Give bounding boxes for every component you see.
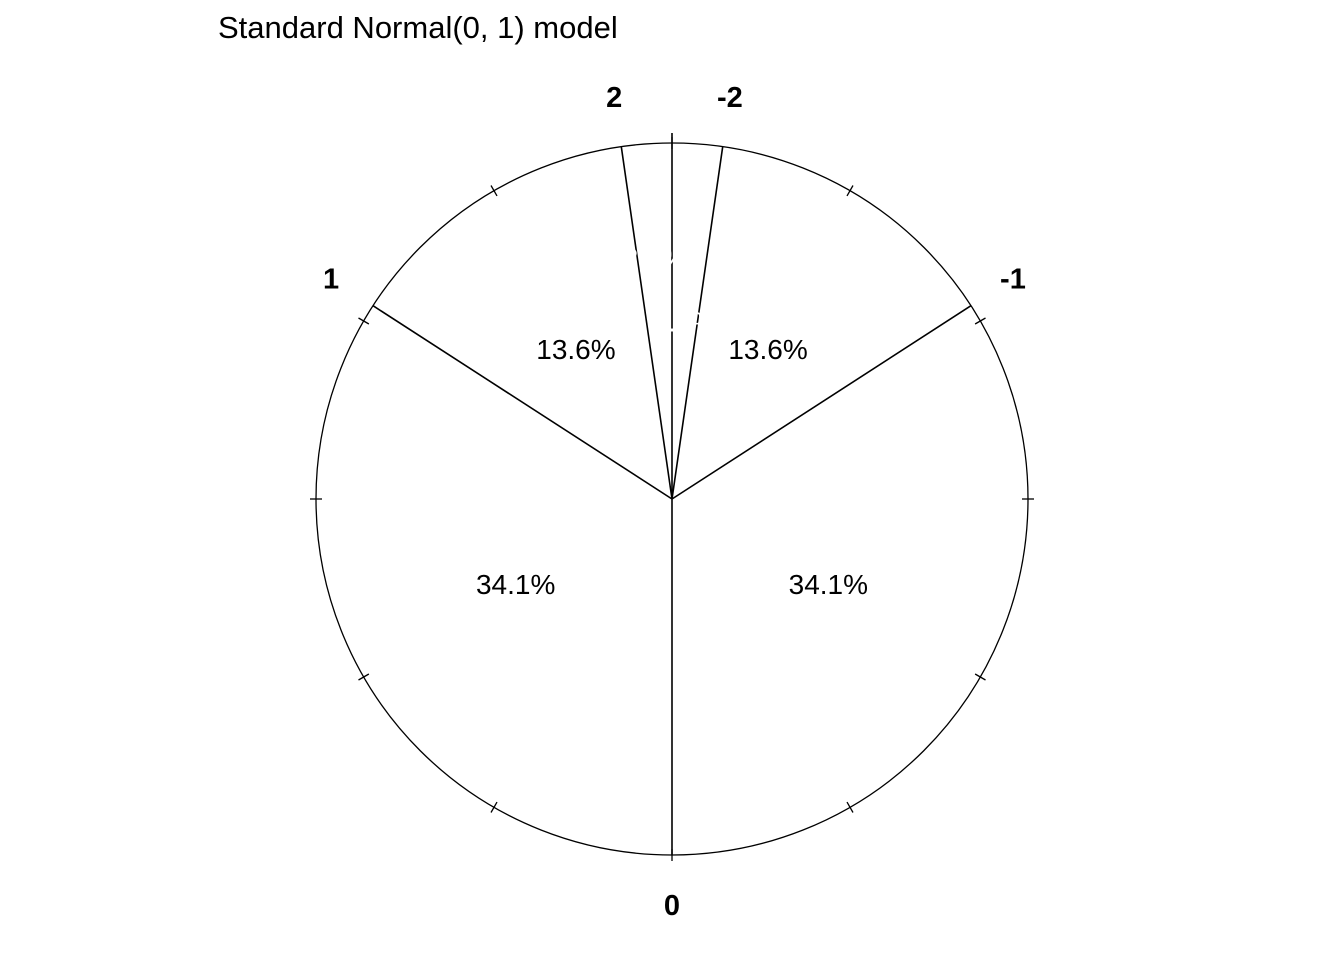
tick-mark — [358, 317, 370, 325]
boundary-label: -2 — [717, 82, 743, 114]
slice-label: 2.3% — [653, 306, 717, 337]
tick-mark — [490, 185, 498, 197]
boundary-line — [671, 305, 972, 500]
tick-mark — [974, 317, 986, 325]
boundary-line — [671, 146, 724, 500]
tick-mark — [974, 673, 986, 681]
tick-mark — [846, 185, 854, 197]
boundary-line — [620, 146, 673, 500]
tick-mark — [490, 801, 498, 813]
tick-mark — [358, 673, 370, 681]
boundary-label: 1 — [323, 264, 339, 296]
slice-label: 2.3% — [623, 243, 687, 274]
boundary-line — [372, 305, 673, 500]
slice-label: 13.6% — [728, 334, 807, 365]
boundary-label: 2 — [606, 82, 622, 114]
boundary-label: -1 — [1000, 264, 1026, 296]
slice-label: 13.6% — [536, 334, 615, 365]
slice-label: 34.1% — [789, 569, 868, 600]
tick-mark — [846, 801, 854, 813]
chart-title: Standard Normal(0, 1) model — [218, 10, 618, 45]
boundary-label: 0 — [664, 890, 680, 922]
slice-label: 34.1% — [476, 569, 555, 600]
